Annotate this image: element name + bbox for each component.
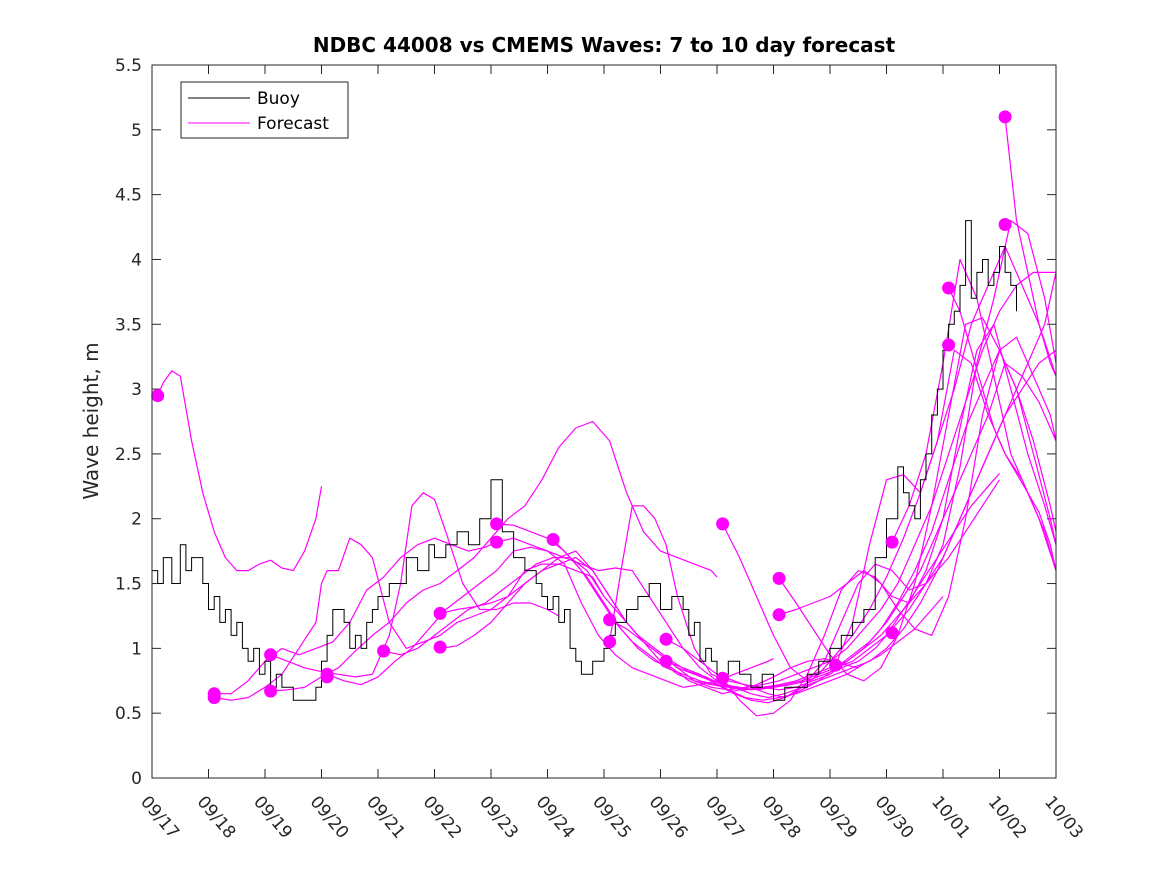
forecast-line-1 [214,537,492,695]
forecast-start-marker [377,644,391,658]
forecast-start-marker [772,608,786,622]
forecast-start-marker [264,648,278,662]
forecast-start-marker [772,571,786,585]
forecast-line-22 [948,287,1056,571]
forecast-line-20 [835,349,1056,666]
y-tick-label: 2.5 [115,445,142,465]
forecast-line-23 [1004,116,1056,377]
y-tick-label: 1.5 [115,575,142,595]
forecast-line-19 [778,349,1056,637]
forecast-start-marker [433,640,447,654]
forecast-start-marker [433,606,447,620]
forecast-start-marker [546,533,560,546]
y-tick-label: 1 [131,639,142,659]
forecast-start-marker [659,654,673,668]
forecast-start-marker [885,626,899,640]
forecast-line-13 [609,336,1056,691]
forecast-start-marker [603,635,617,649]
forecast-start-marker [490,517,504,531]
forecast-line-9 [496,473,1000,691]
chart-title: NDBC 44008 vs CMEMS Waves: 7 to 10 day f… [313,33,896,57]
forecast-start-marker [603,613,617,627]
y-tick-label: 4 [131,250,142,270]
plot-frame [151,64,1057,779]
forecast-line-14 [665,362,1056,699]
y-tick-label: 0 [131,769,142,789]
legend-buoy-label: Buoy [257,89,300,109]
y-tick-label: 5 [131,121,142,141]
legend: Buoy Forecast [180,81,349,139]
y-tick-label: 5.5 [115,56,142,76]
plot-area [152,65,1056,778]
forecast-start-marker [716,517,730,531]
forecast-start-marker [659,632,673,646]
forecast-start-marker [207,691,221,705]
forecast-start-marker [264,684,278,698]
forecast-line-17 [722,323,1056,717]
forecast-start-marker [942,281,956,295]
legend-forecast-label: Forecast [257,114,329,134]
y-tick-label: 4.5 [115,186,142,206]
y-tick-label: 3.5 [115,315,142,335]
y-tick-label: 3 [131,380,142,400]
forecast-start-marker [829,658,843,672]
forecast-start-marker [490,535,504,549]
forecast-start-marker [885,535,899,549]
y-tick-label: 2 [131,510,142,530]
forecast-start-marker [942,338,956,352]
forecast-start-marker [998,110,1012,124]
forecast-markers [151,110,1012,705]
buoy-line [152,220,1017,701]
forecast-line-12 [609,271,1056,691]
forecast-start-marker [151,389,165,403]
forecast-start-marker [716,671,730,685]
buoy-series [152,220,1017,701]
forecast-line-0 [157,370,323,572]
forecast-start-marker [320,670,334,684]
forecast-start-marker [998,218,1012,231]
y-axis-label: Wave height, m [79,342,103,499]
y-tick-label: 0.5 [115,704,142,724]
legend-box [180,81,349,139]
